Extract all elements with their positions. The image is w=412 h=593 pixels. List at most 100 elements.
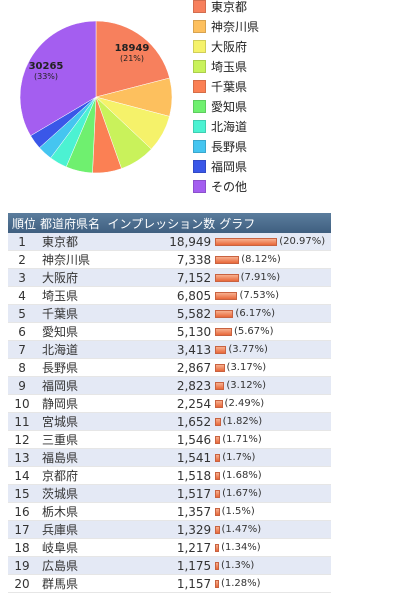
table-row: 4 埼玉県 6,805 (7.53%): [8, 286, 331, 305]
legend-swatch: [193, 120, 206, 133]
share-percent: (1.34%): [221, 542, 261, 553]
prefecture-cell: 宮城県: [36, 412, 104, 431]
share-percent: (2.49%): [224, 398, 265, 409]
graph-cell: (1.7%): [215, 448, 331, 467]
rank-cell: 7: [8, 340, 37, 359]
rank-cell: 15: [8, 484, 37, 503]
bar-wrap: (1.7%): [215, 450, 331, 465]
rank-cell: 10: [8, 394, 37, 413]
prefecture-cell: 三重県: [36, 430, 104, 449]
table-body: 1 東京都 18,949 (20.97%) 2 神奈川県 7,338 (8.12%) 3 大阪府 7…: [8, 233, 331, 593]
share-percent: (3.12%): [226, 380, 266, 391]
prefecture-cell: 東京都: [36, 233, 104, 251]
table-row: 18 岐阜県 1,217 (1.34%): [8, 538, 331, 557]
rank-cell: 14: [8, 466, 37, 485]
legend-label: 福岡県: [211, 160, 248, 174]
header-impressions: インプレッション数: [103, 213, 216, 233]
graph-cell: (1.5%): [215, 502, 331, 521]
graph-cell: (1.67%): [215, 484, 331, 503]
table-row: 10 静岡県 2,254 (2.49%): [8, 394, 331, 413]
share-bar: [215, 345, 227, 354]
impressions-cell: 1,541: [103, 448, 216, 467]
legend-label: 北海道: [211, 120, 248, 134]
legend-swatch: [193, 20, 206, 33]
legend-swatch: [193, 60, 206, 73]
share-bar: [215, 435, 221, 444]
prefecture-cell: 埼玉県: [36, 286, 104, 305]
rank-cell: 1: [8, 233, 37, 251]
prefecture-cell: 静岡県: [36, 394, 104, 413]
rank-cell: 16: [8, 502, 37, 521]
table-row: 8 長野県 2,867 (3.17%): [8, 358, 331, 377]
prefecture-cell: 茨城県: [36, 484, 104, 503]
prefecture-table: 順位 都道府県名 インプレッション数 グラフ 1 東京都 18,949 (20.97%…: [8, 213, 331, 593]
impressions-cell: 6,805: [103, 286, 216, 305]
share-bar: [215, 291, 238, 300]
graph-cell: (1.47%): [215, 520, 331, 539]
legend-item-5: 愛知県: [193, 100, 303, 120]
impressions-cell: 7,152: [103, 268, 216, 287]
impressions-cell: 1,357: [103, 502, 216, 521]
graph-cell: (1.28%): [215, 574, 331, 593]
bar-wrap: (1.67%): [215, 486, 331, 501]
bar-wrap: (1.3%): [215, 558, 331, 573]
header-graph: グラフ: [215, 213, 331, 233]
legend-item-0: 東京都: [193, 0, 303, 20]
impressions-cell: 2,867: [103, 358, 216, 377]
share-bar: [215, 543, 220, 552]
graph-cell: (7.53%): [215, 286, 331, 305]
prefecture-cell: 福岡県: [36, 376, 104, 395]
graph-cell: (1.34%): [215, 538, 331, 557]
share-percent: (8.12%): [241, 254, 281, 265]
bar-wrap: (3.77%): [215, 342, 331, 357]
legend-label: 埼玉県: [211, 60, 248, 74]
share-bar: [215, 507, 220, 516]
rank-cell: 20: [8, 574, 37, 593]
rank-cell: 8: [8, 358, 37, 377]
rank-cell: 2: [8, 250, 37, 269]
share-bar: [215, 417, 221, 426]
share-bar: [215, 363, 225, 372]
rank-cell: 6: [8, 322, 37, 341]
impressions-cell: 1,175: [103, 556, 216, 575]
table-row: 6 愛知県 5,130 (5.67%): [8, 322, 331, 341]
graph-cell: (20.97%): [215, 233, 331, 251]
bar-wrap: (6.17%): [215, 306, 331, 321]
table-row: 5 千葉県 5,582 (6.17%): [8, 304, 331, 323]
legend-label: その他: [211, 180, 248, 194]
impressions-cell: 5,582: [103, 304, 216, 323]
legend-item-6: 北海道: [193, 120, 303, 140]
impressions-cell: 2,254: [103, 394, 216, 413]
impressions-cell: 2,823: [103, 376, 216, 395]
bar-wrap: (1.5%): [215, 504, 331, 519]
impressions-cell: 18,949: [103, 233, 216, 251]
prefecture-cell: 北海道: [36, 340, 104, 359]
share-percent: (5.67%): [233, 326, 274, 337]
impressions-cell: 5,130: [103, 322, 216, 341]
impressions-cell: 1,329: [103, 520, 216, 539]
legend-item-3: 埼玉県: [193, 60, 303, 80]
share-percent: (6.17%): [235, 308, 275, 319]
bar-wrap: (1.82%): [215, 414, 331, 429]
rank-cell: 13: [8, 448, 37, 467]
share-percent: (1.71%): [222, 434, 262, 445]
pie-chart: 18949 (21%) 30265 (33%): [0, 0, 200, 200]
header-pref: 都道府県名: [36, 213, 104, 233]
bar-wrap: (5.67%): [215, 324, 331, 339]
share-percent: (7.53%): [239, 290, 280, 301]
prefecture-cell: 愛知県: [36, 322, 104, 341]
graph-cell: (5.67%): [215, 322, 331, 341]
prefecture-cell: 長野県: [36, 358, 104, 377]
legend-swatch: [193, 160, 206, 173]
legend-item-1: 神奈川県: [193, 20, 303, 40]
bar-wrap: (20.97%): [215, 234, 331, 249]
graph-cell: (1.82%): [215, 412, 331, 431]
impressions-cell: 1,652: [103, 412, 216, 431]
impressions-cell: 1,518: [103, 466, 216, 485]
legend-item-9: その他: [193, 180, 303, 200]
share-percent: (1.7%): [222, 452, 256, 463]
share-percent: (3.77%): [228, 344, 268, 355]
share-percent: (1.68%): [222, 470, 262, 481]
table-row: 7 北海道 3,413 (3.77%): [8, 340, 331, 359]
bar-wrap: (7.53%): [215, 288, 331, 303]
